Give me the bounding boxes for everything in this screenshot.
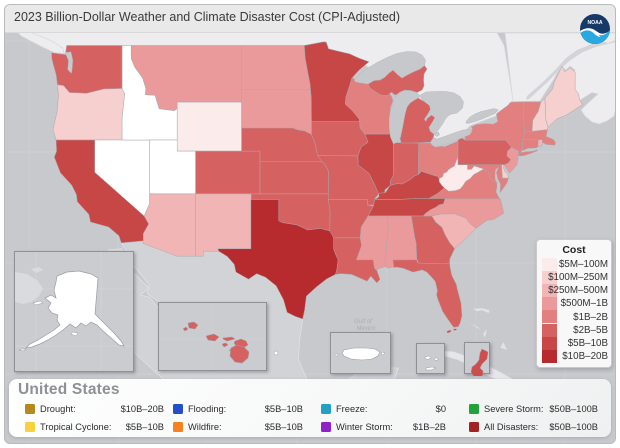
svg-text:NOAA: NOAA [588,20,603,26]
svg-text:Gulf of: Gulf of [354,319,373,325]
svg-text:Mexico: Mexico [356,326,376,332]
